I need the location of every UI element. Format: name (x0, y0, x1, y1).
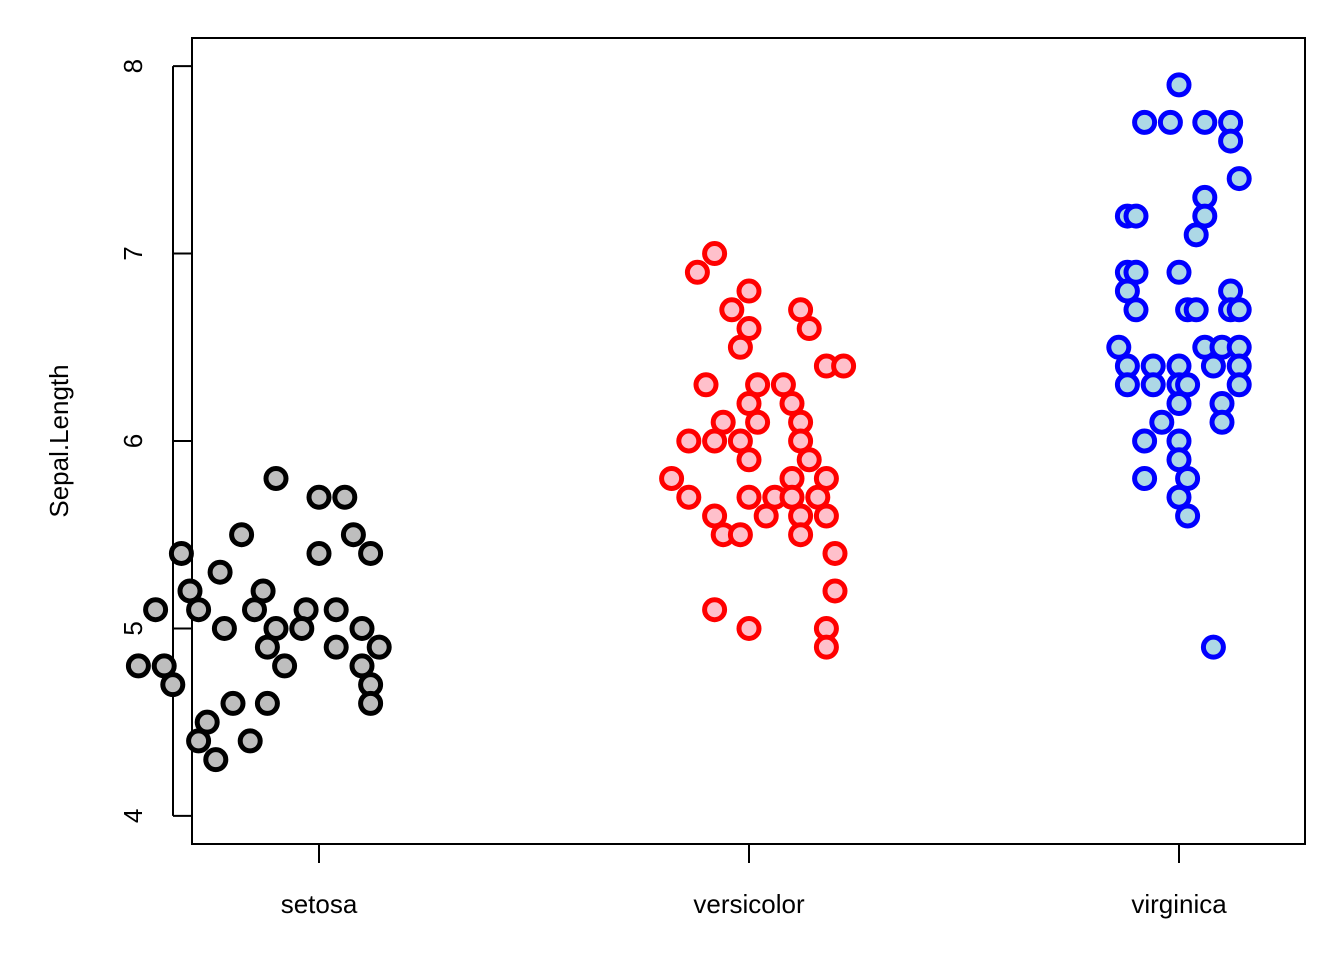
data-points (125, 72, 1252, 773)
point-setosa (207, 559, 233, 585)
point-virginica (1166, 259, 1192, 285)
y-axis: 4 5 6 7 8 (118, 59, 192, 823)
y-axis-title: Sepal.Length (44, 364, 74, 517)
point-virginica (1175, 503, 1201, 529)
point-versicolor (813, 503, 839, 529)
series-virginica (1106, 72, 1252, 660)
point-setosa (186, 597, 212, 623)
point-setosa (211, 615, 237, 641)
point-versicolor (813, 634, 839, 660)
point-versicolor (831, 353, 857, 379)
point-virginica (1209, 409, 1235, 435)
point-versicolor (736, 615, 762, 641)
point-versicolor (822, 578, 848, 604)
point-virginica (1166, 391, 1192, 417)
point-setosa (289, 615, 315, 641)
point-setosa (254, 690, 280, 716)
point-setosa (263, 465, 289, 491)
point-virginica (1226, 297, 1252, 323)
point-setosa (186, 728, 212, 754)
point-virginica (1114, 372, 1140, 398)
point-versicolor (702, 597, 728, 623)
point-setosa (340, 522, 366, 548)
point-versicolor (702, 428, 728, 454)
point-setosa (332, 484, 358, 510)
series-versicolor (659, 241, 857, 660)
series-setosa (125, 465, 392, 773)
x-axis: setosa versicolor virginica (281, 844, 1227, 919)
point-setosa (323, 634, 349, 660)
point-setosa (358, 690, 384, 716)
point-virginica (1183, 222, 1209, 248)
point-virginica (1149, 409, 1175, 435)
point-setosa (254, 634, 280, 660)
point-setosa (323, 597, 349, 623)
point-versicolor (719, 297, 745, 323)
point-versicolor (676, 484, 702, 510)
point-versicolor (796, 447, 822, 473)
point-virginica (1157, 109, 1183, 135)
point-virginica (1192, 109, 1218, 135)
point-virginica (1123, 297, 1149, 323)
point-virginica (1218, 128, 1244, 154)
point-virginica (1183, 297, 1209, 323)
point-versicolor (659, 465, 685, 491)
point-versicolor (693, 372, 719, 398)
y-tick-label: 6 (118, 434, 148, 448)
x-tick-label-virginica: virginica (1131, 889, 1227, 919)
point-virginica (1132, 109, 1158, 135)
x-tick-label-setosa: setosa (281, 889, 358, 919)
y-tick-label: 4 (118, 809, 148, 823)
point-virginica (1226, 166, 1252, 192)
point-setosa (125, 653, 151, 679)
point-versicolor (736, 278, 762, 304)
point-virginica (1140, 372, 1166, 398)
point-setosa (143, 597, 169, 623)
x-tick-label-versicolor: versicolor (693, 889, 805, 919)
point-virginica (1123, 203, 1149, 229)
point-setosa (242, 597, 267, 623)
point-virginica (1226, 372, 1252, 398)
point-versicolor (702, 241, 728, 267)
point-setosa (237, 728, 263, 754)
point-versicolor (727, 334, 753, 360)
point-versicolor (822, 540, 848, 566)
point-setosa (306, 540, 332, 566)
point-virginica (1166, 72, 1192, 98)
point-setosa (160, 672, 186, 698)
point-versicolor (684, 259, 710, 285)
point-setosa (220, 690, 246, 716)
point-virginica (1132, 428, 1158, 454)
point-versicolor (676, 428, 702, 454)
point-setosa (358, 540, 384, 566)
point-versicolor (753, 503, 779, 529)
point-versicolor (736, 484, 762, 510)
y-tick-label: 5 (118, 621, 148, 635)
point-versicolor (788, 522, 814, 548)
point-versicolor (727, 522, 753, 548)
point-virginica (1200, 353, 1226, 379)
point-virginica (1200, 634, 1226, 660)
point-setosa (168, 540, 194, 566)
point-virginica (1132, 465, 1158, 491)
point-versicolor (796, 316, 822, 342)
point-setosa (229, 522, 255, 548)
point-setosa (272, 653, 298, 679)
point-setosa (366, 634, 392, 660)
point-versicolor (745, 409, 771, 435)
y-tick-label: 8 (118, 59, 148, 73)
point-versicolor (736, 447, 762, 473)
point-setosa (349, 615, 375, 641)
point-setosa (203, 747, 229, 773)
point-setosa (306, 484, 332, 510)
y-tick-label: 7 (118, 246, 148, 260)
